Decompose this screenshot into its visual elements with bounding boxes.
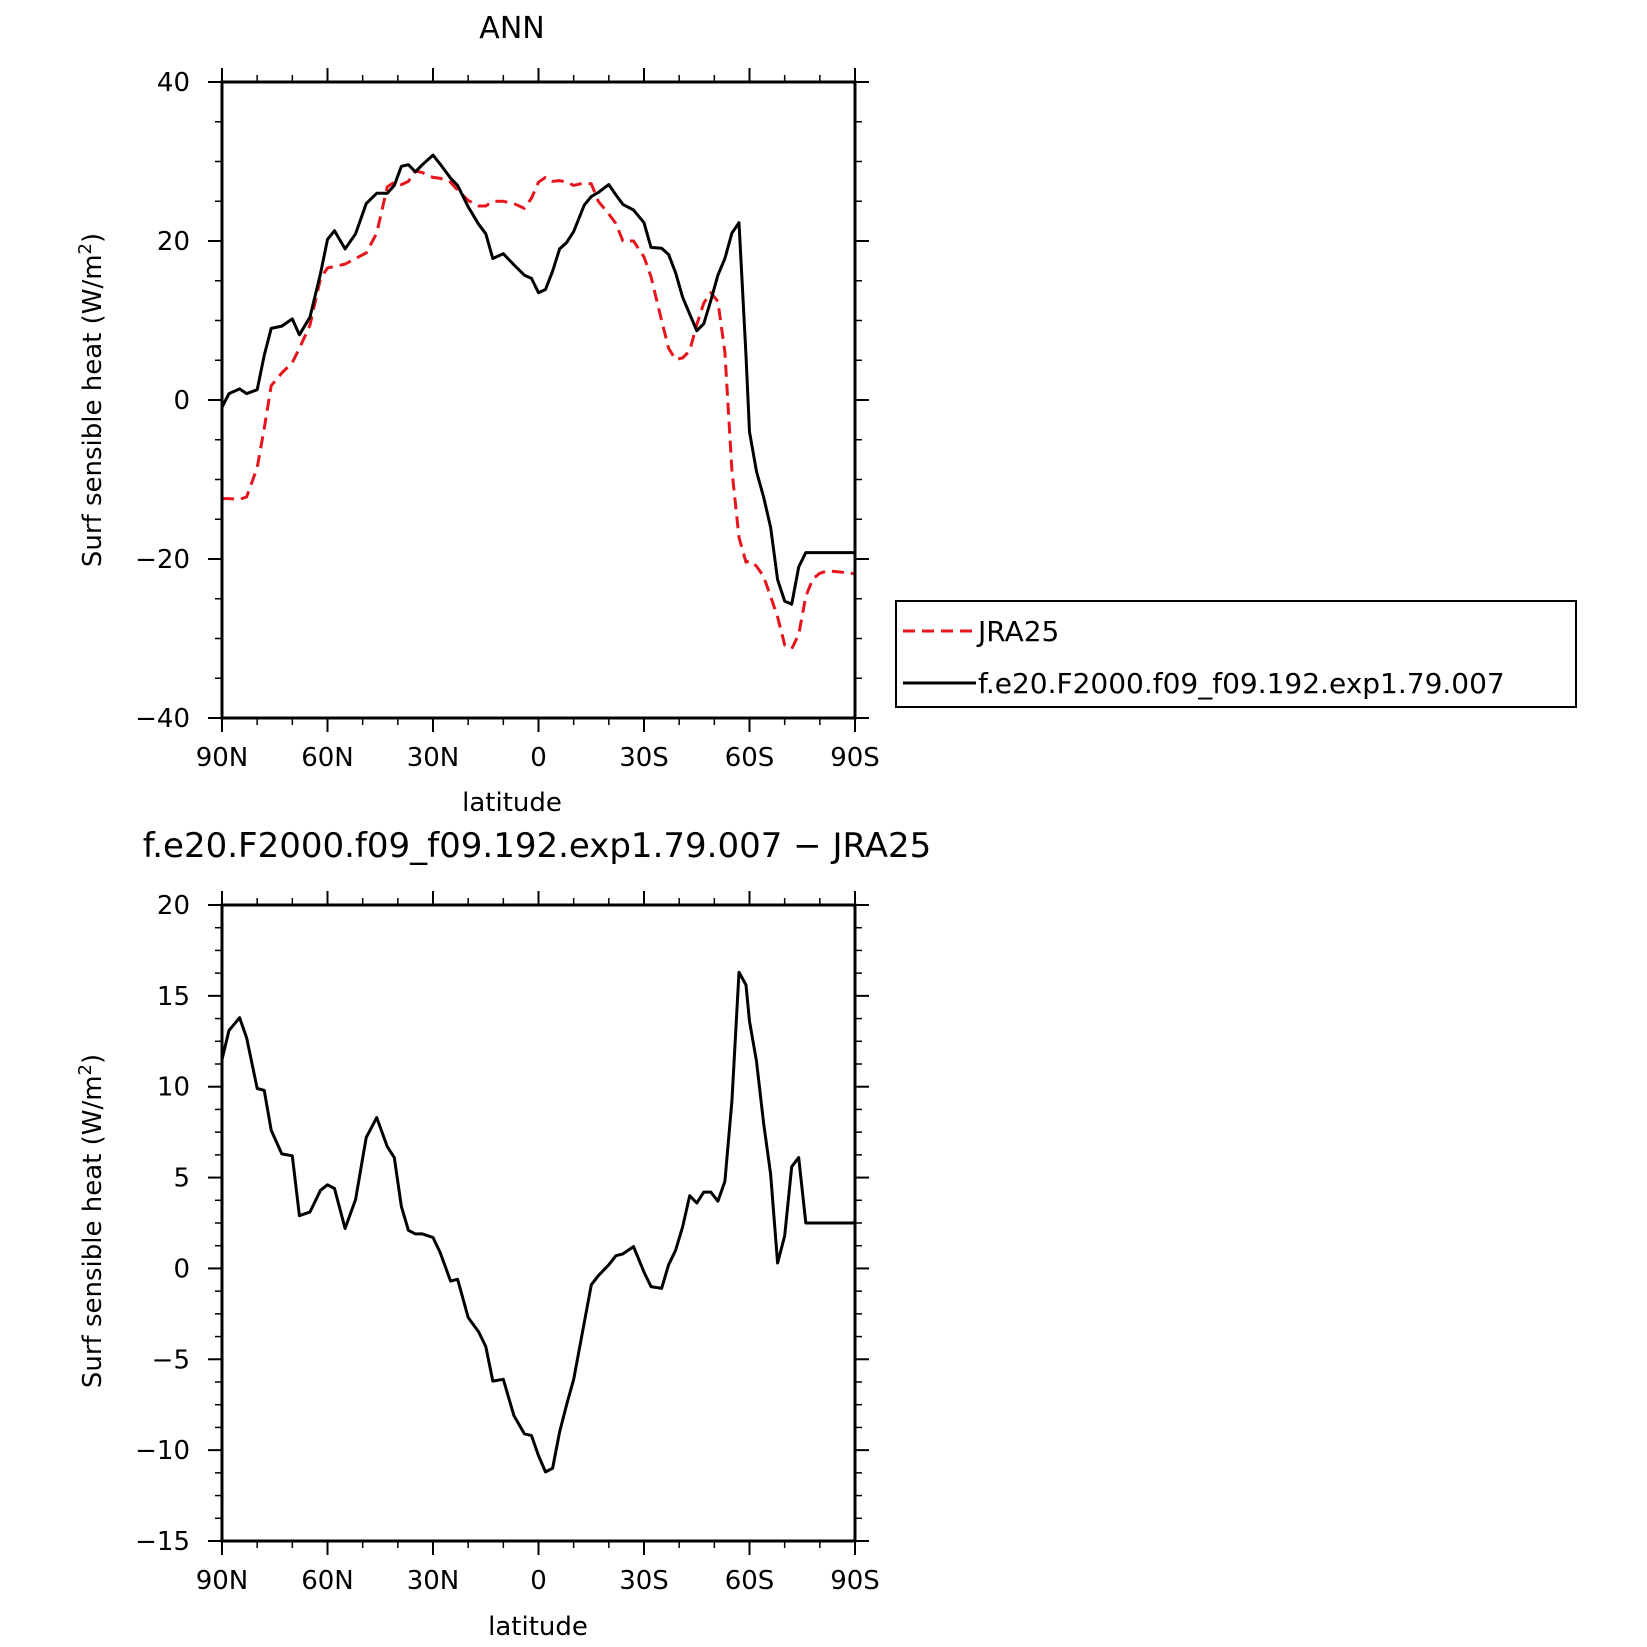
bottom-x-tick-label: 90S: [830, 1566, 880, 1596]
top-y-tick-label: 40: [157, 68, 190, 98]
bottom-y-tick-label: 10: [157, 1073, 190, 1103]
top-x-tick-label: 90S: [830, 743, 880, 773]
bottom-x-tick-label: 30N: [407, 1566, 460, 1596]
legend-label-jra25: JRA25: [976, 615, 1059, 648]
bottom-chart-ticks: 90N 60N 30N 0 30S 60S 90S −15 −10 −5 0 5 10 15 20: [135, 891, 880, 1596]
legend: JRA25 f.e20.F2000.f09_f09.192.exp1.79.00…: [895, 600, 1577, 708]
bottom-y-tick-label: −5: [152, 1345, 190, 1375]
top-chart-series: [220, 153, 856, 651]
bottom-chart-title: f.e20.F2000.f09_f09.192.exp1.79.007 − JR…: [143, 826, 932, 866]
top-y-tick-label: −40: [135, 704, 190, 734]
legend-box: [895, 600, 1577, 708]
top-x-tick-label: 30N: [407, 743, 460, 773]
top-x-tick-label: 60S: [725, 743, 775, 773]
bottom-series-line-1: [220, 970, 855, 1474]
bottom-x-tick-label: 30S: [619, 1566, 669, 1596]
bottom-x-tick-label: 60S: [725, 1566, 775, 1596]
top-chart-title: ANN: [479, 11, 544, 46]
bottom-y-tick-label: 20: [157, 891, 190, 921]
top-y-tick-label: 0: [173, 386, 190, 416]
bottom-y-tick-label: 15: [157, 982, 190, 1012]
bottom-x-tick-label: 60N: [301, 1566, 354, 1596]
bottom-chart-frame: [220, 903, 857, 1543]
top-x-tick-label: 60N: [301, 743, 354, 773]
top-panel: ANN 90N 60N 30N 0 30S 60S 90S −40 −20 0 20 40 latit…: [75, 11, 880, 818]
bottom-x-tick-label: 90N: [196, 1566, 249, 1596]
bottom-y-tick-label: 0: [173, 1254, 190, 1284]
top-chart-y-label: Surf sensible heat (W/m2): [75, 233, 108, 567]
top-chart-x-label: latitude: [462, 788, 562, 818]
bottom-x-tick-label: 0: [530, 1566, 547, 1596]
top-x-tick-label: 0: [530, 743, 547, 773]
bottom-y-tick-label: −15: [135, 1527, 190, 1557]
top-x-tick-label: 30S: [619, 743, 669, 773]
legend-label-model: f.e20.F2000.f09_f09.192.exp1.79.007: [978, 667, 1505, 700]
top-x-tick-label: 90N: [196, 743, 249, 773]
top-y-tick-label: 20: [157, 227, 190, 257]
bottom-panel: f.e20.F2000.f09_f09.192.exp1.79.007 − JR…: [75, 826, 931, 1642]
bottom-y-tick-label: 5: [173, 1164, 190, 1194]
top-y-tick-label: −20: [135, 545, 190, 575]
bottom-chart-x-label: latitude: [488, 1612, 588, 1642]
bottom-y-tick-label: −10: [135, 1436, 190, 1466]
top-chart-ticks: 90N 60N 30N 0 30S 60S 90S −40 −20 0 20 40: [135, 68, 880, 773]
top-chart-frame: [220, 80, 857, 720]
bottom-chart-series: [220, 970, 855, 1474]
bottom-chart-y-label: Surf sensible heat (W/m2): [75, 1054, 108, 1388]
top-series-line-jra25: [222, 169, 856, 651]
top-series-line-f-e20-f2000-f09-f09-192-exp1-79-007: [220, 153, 855, 606]
